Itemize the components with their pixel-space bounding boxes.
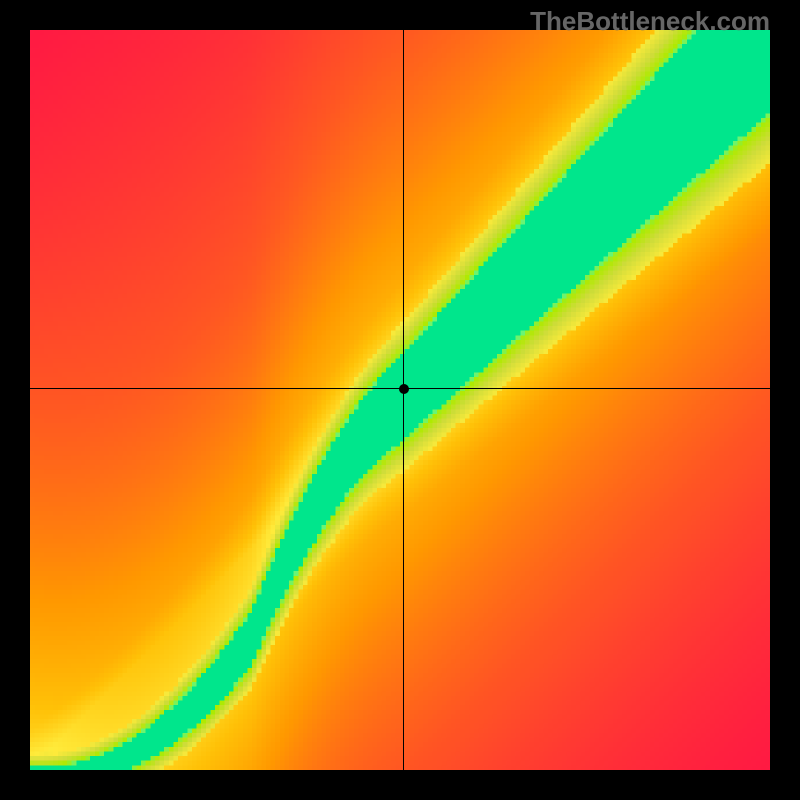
chart-container: TheBottleneck.com [0,0,800,800]
crosshair-vertical [403,30,404,770]
selection-marker [399,384,409,394]
watermark-text: TheBottleneck.com [530,6,770,37]
bottleneck-heatmap [30,30,770,770]
